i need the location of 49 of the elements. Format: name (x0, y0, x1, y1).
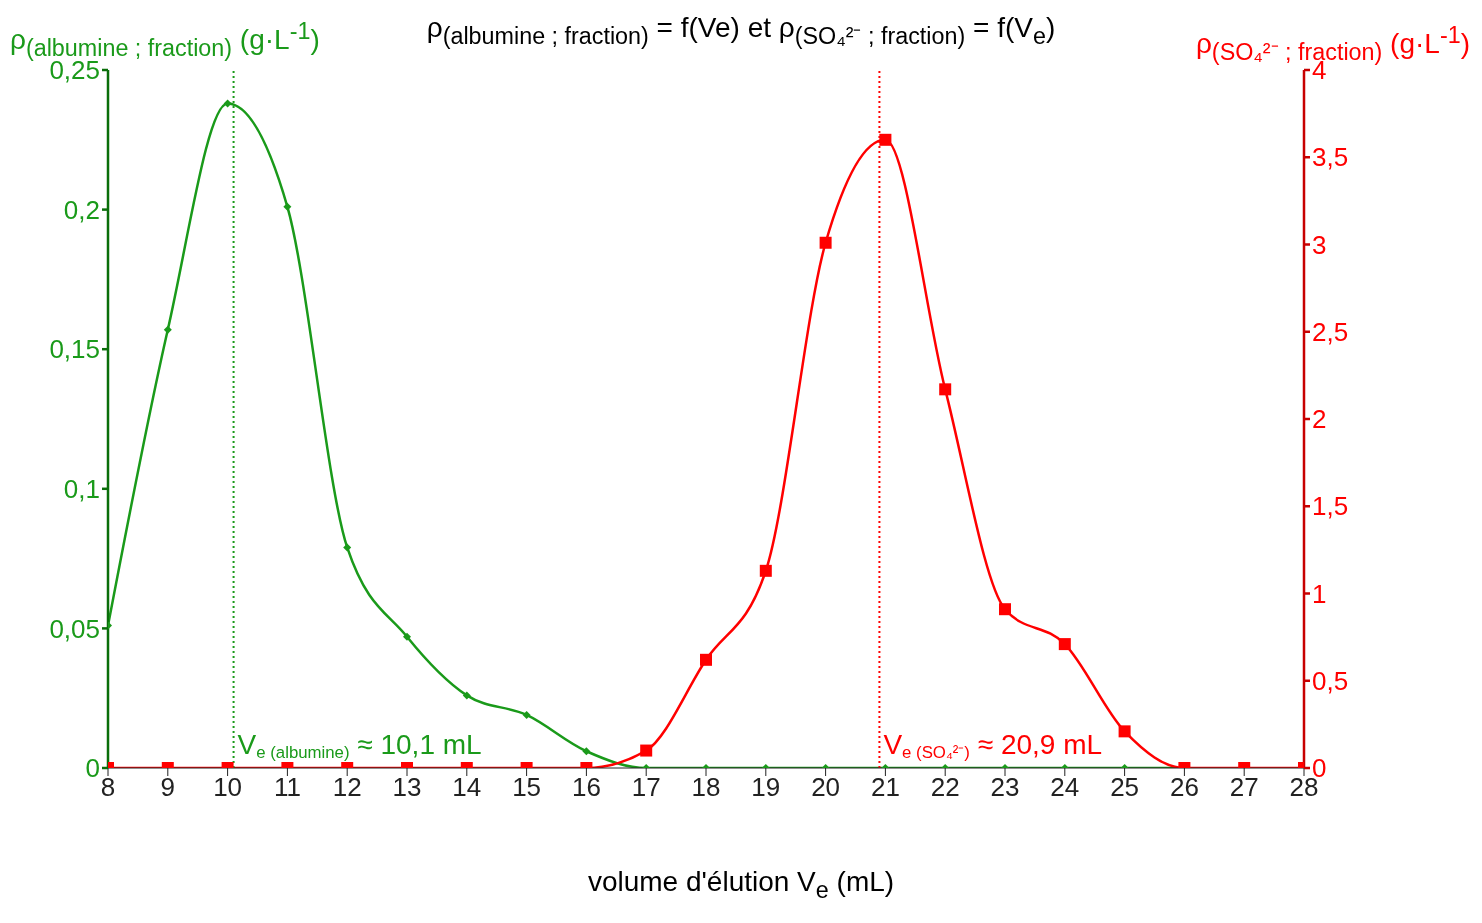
point (223, 99, 232, 108)
x-tick-label: 11 (273, 772, 301, 803)
y-tick-label: 0,05 (49, 613, 100, 644)
point (163, 325, 172, 334)
y2-tick-label: 3 (1312, 229, 1327, 260)
x-tick-label: 15 (512, 772, 542, 803)
point (939, 383, 952, 396)
x-tick-label: 17 (631, 772, 661, 803)
x-tick-label: 25 (1110, 772, 1140, 803)
x-tick-label: 13 (392, 772, 422, 803)
x-tick-label: 18 (691, 772, 721, 803)
point (343, 543, 352, 552)
y2-tick-label: 1,5 (1312, 491, 1349, 522)
x-tick-label: 16 (571, 772, 601, 803)
x-tick-label: 26 (1169, 772, 1199, 803)
point (283, 202, 292, 211)
y2-tick-label: 0,5 (1312, 665, 1349, 696)
point (403, 632, 411, 641)
ref-line-label: V$_{e (SO₄²⁻)}$ ≈ 20,9 mL (883, 729, 1103, 763)
y2-tick-label: 1 (1312, 578, 1327, 609)
point (522, 710, 531, 719)
point (759, 564, 772, 577)
x-tick-label: 23 (990, 772, 1020, 803)
x-axis-title: volume d'élution V$_{e}$ (mL) (586, 866, 896, 904)
x-tick-label: 10 (213, 772, 243, 803)
point (462, 691, 471, 700)
x-tick-label: 22 (930, 772, 960, 803)
point (582, 747, 591, 756)
x-tick-label: 14 (452, 772, 482, 803)
y2-tick-label: 3,5 (1312, 142, 1349, 173)
y-tick-label: 0,2 (63, 194, 100, 225)
x-tick-label: 21 (870, 772, 900, 803)
x-tick-label: 24 (1050, 772, 1080, 803)
x-tick-label: 12 (332, 772, 362, 803)
point (879, 133, 892, 146)
x-tick-label: 20 (811, 772, 841, 803)
y-tick-label: 0,1 (63, 474, 100, 505)
x-tick-label: 9 (160, 772, 176, 803)
chart-title: ρ$_{(albumine ; fraction)}$ = f(Ve) et ρ$_{(SO₄²⁻ ; fraction)}$ = f(V$_{e}$) (426, 12, 1056, 49)
point (819, 236, 832, 249)
x-tick-label: 27 (1229, 772, 1259, 803)
y-tick-label: 0 (85, 753, 100, 784)
y-tick-label: 0,15 (49, 334, 100, 365)
ref-line-label: V$_{e (albumine)}$ ≈ 10,1 mL (237, 729, 482, 763)
x-tick-label: 8 (100, 772, 116, 803)
x-tick-label: 19 (751, 772, 781, 803)
point (700, 653, 712, 666)
y2-tick-label: 2,5 (1312, 316, 1349, 347)
y2-tick-label: 2 (1312, 404, 1327, 435)
